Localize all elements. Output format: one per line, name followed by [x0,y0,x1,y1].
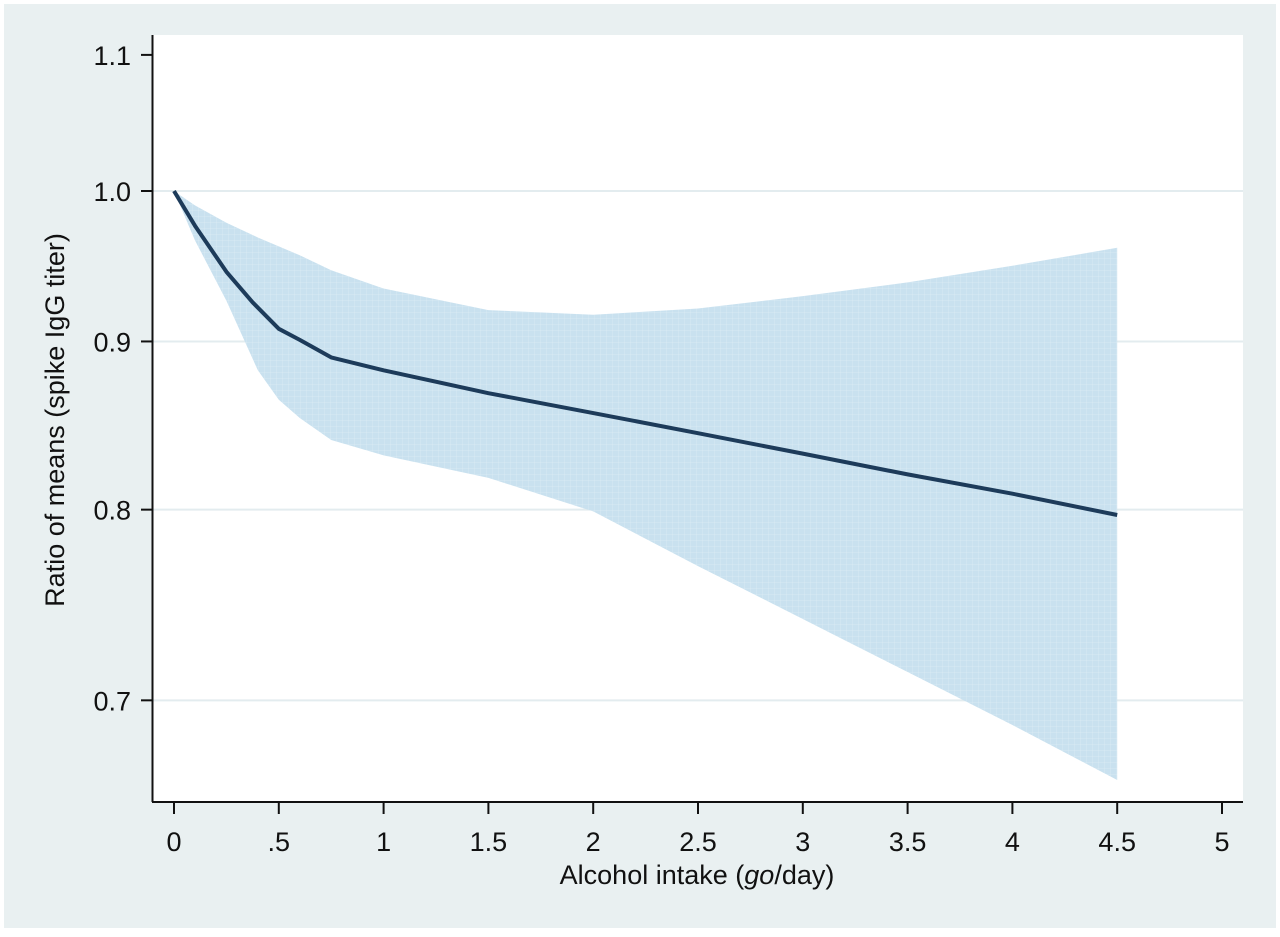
x-tick-label: 0 [166,827,181,857]
x-tick-label: 2 [586,827,601,857]
x-tick-label: 3.5 [889,827,927,857]
x-tick-label: 5 [1214,827,1229,857]
y-axis-label: Ratio of means (spike IgG titer) [40,233,70,607]
y-tick-label: 1.0 [93,177,131,207]
x-tick-label: .5 [268,827,291,857]
y-tick-label: 0.7 [93,686,131,716]
x-axis-label: Alcohol intake (go/day) [560,860,835,890]
x-tick-label: 2.5 [679,827,717,857]
estimate-line [172,189,1118,517]
x-tick-label: 1 [376,827,391,857]
x-tick-label: 3 [795,827,810,857]
x-tick-label: 1.5 [470,827,508,857]
x-tick-label: 4.5 [1098,827,1136,857]
confidence-band [174,191,1118,781]
y-tick-label: 0.9 [93,327,131,357]
y-tick-label: 1.1 [93,41,131,71]
y-tick-label: 0.8 [93,496,131,526]
x-tick-label: 4 [1005,827,1020,857]
